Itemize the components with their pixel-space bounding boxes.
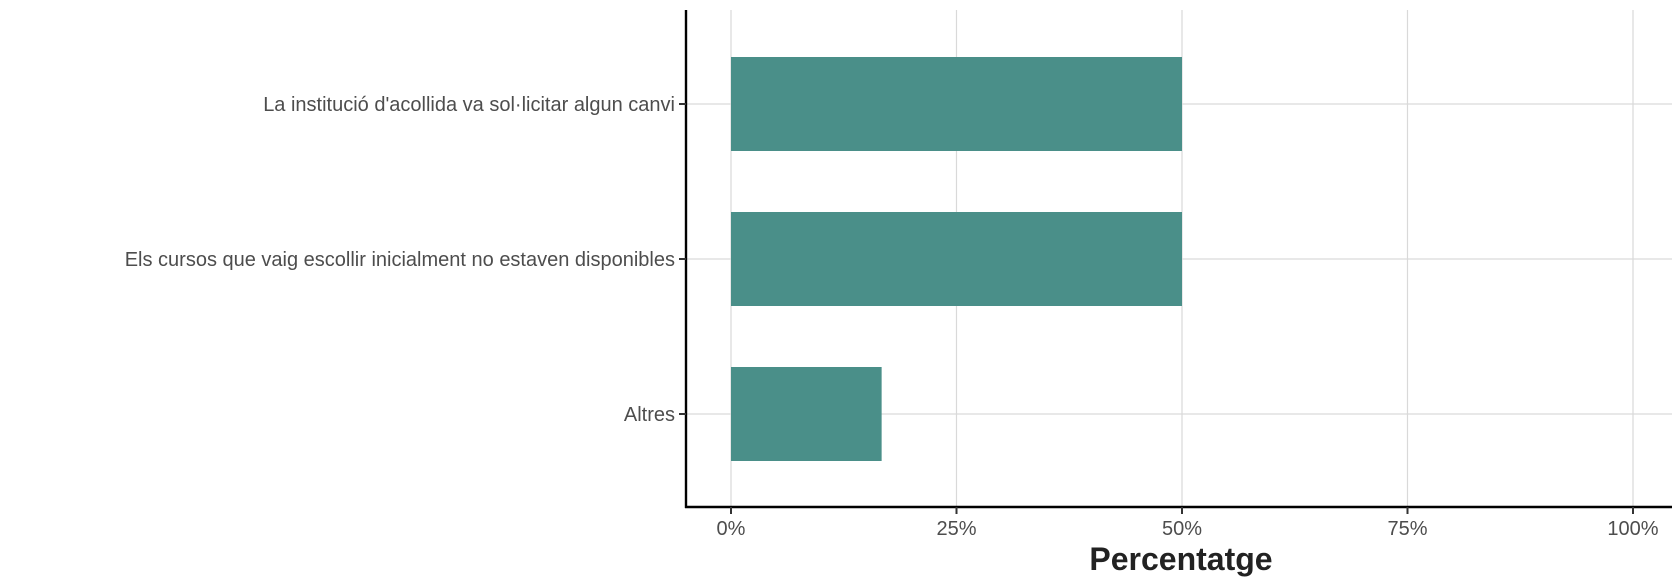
y-tick-label-0: La institució d'acollida va sol·licitar … [263, 94, 675, 116]
labels: La institució d'acollida va sol·licitar … [125, 94, 1659, 540]
x-tick-label-0: 0% [717, 518, 746, 540]
x-tick-label-2: 50% [1162, 518, 1202, 540]
x-axis-title: Percentatge [1089, 541, 1272, 577]
y-tick-label-2: Altres [624, 404, 675, 426]
bar-0 [731, 57, 1182, 151]
axes [679, 10, 1672, 514]
x-tick-label-4: 100% [1607, 518, 1658, 540]
x-tick-label-1: 25% [936, 518, 976, 540]
bar-2 [731, 367, 882, 461]
x-tick-label-3: 75% [1387, 518, 1427, 540]
bars [731, 57, 1182, 461]
y-tick-label-1: Els cursos que vaig escollir inicialment… [125, 249, 675, 271]
bar-1 [731, 212, 1182, 306]
